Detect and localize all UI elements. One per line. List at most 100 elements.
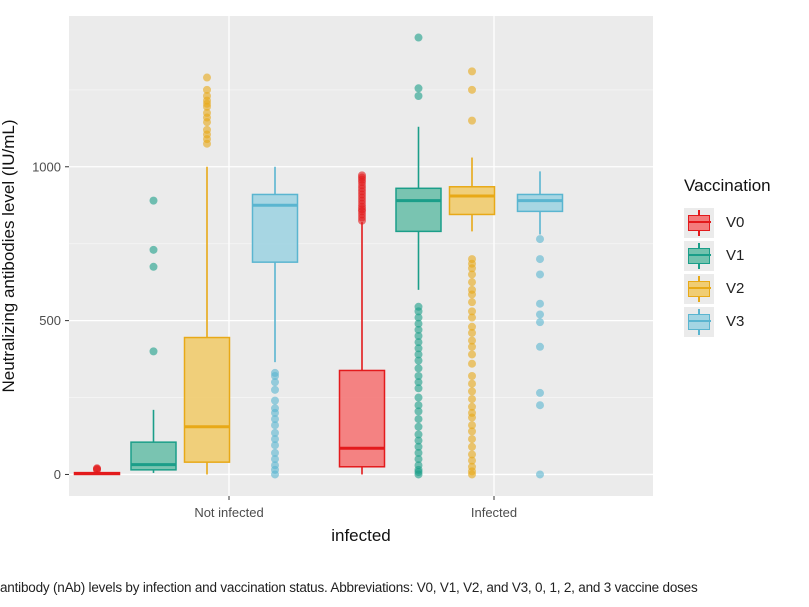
legend-key-box xyxy=(688,280,710,297)
outlier-point xyxy=(271,428,279,437)
outlier-point xyxy=(468,402,476,411)
legend-key-box xyxy=(688,313,710,330)
outlier-point xyxy=(468,408,476,417)
outlier-point xyxy=(414,332,423,340)
outlier-point xyxy=(468,336,476,345)
outlier-point xyxy=(468,450,476,459)
outlier-point xyxy=(271,404,279,413)
box-V0-0 xyxy=(73,464,121,476)
outlier-point xyxy=(271,421,279,430)
legend-key-median xyxy=(688,319,711,322)
legend-label: V1 xyxy=(726,247,745,264)
legend: Vaccination V0 V1 V2 V3 xyxy=(684,176,771,338)
outlier-point xyxy=(149,347,158,356)
outlier-point xyxy=(414,415,423,424)
outlier-point xyxy=(358,171,366,180)
legend-key-median xyxy=(688,286,711,289)
legend-key xyxy=(684,240,714,271)
outlier-point xyxy=(414,448,423,457)
box-body xyxy=(395,187,442,233)
outlier-point xyxy=(203,85,211,94)
outlier-point xyxy=(468,350,476,359)
box-body xyxy=(448,186,496,216)
outlier-point xyxy=(203,108,211,117)
outlier-point xyxy=(414,313,423,322)
outlier-point xyxy=(271,378,279,387)
legend-item-V1: V1 xyxy=(684,239,771,272)
y-tick-label: 1000 xyxy=(32,159,61,174)
figure-caption: antibody (nAb) levels by infection and v… xyxy=(0,580,698,595)
legend-label: V2 xyxy=(726,280,745,297)
outlier-point xyxy=(468,67,476,76)
y-axis: 0 500 1000 xyxy=(32,159,69,482)
outlier-point xyxy=(468,387,476,396)
outlier-point xyxy=(414,442,423,451)
outlier-point xyxy=(414,401,423,410)
outlier-point xyxy=(468,255,476,264)
legend-title: Vaccination xyxy=(684,176,771,195)
outlier-point xyxy=(536,318,544,327)
outlier-point xyxy=(149,196,158,205)
outlier-point xyxy=(414,92,423,100)
outlier-point xyxy=(468,421,476,430)
outlier-point xyxy=(468,462,476,471)
outlier-point xyxy=(414,393,423,402)
outlier-point xyxy=(271,441,279,450)
outlier-point xyxy=(203,92,211,100)
outlier-point xyxy=(468,359,476,368)
box-V2-1 xyxy=(448,67,496,479)
outlier-point xyxy=(414,344,423,353)
outlier-point xyxy=(414,461,423,470)
x-axis-title: infected xyxy=(331,526,391,545)
x-axis: Not infected Infected xyxy=(194,496,517,520)
outlier-point xyxy=(271,455,279,464)
outlier-point xyxy=(536,401,544,410)
box-V1-0 xyxy=(130,196,177,473)
legend-key xyxy=(684,306,714,337)
legend-items: V0 V1 V2 V3 xyxy=(684,206,771,338)
outlier-point xyxy=(414,436,423,445)
outlier-point xyxy=(536,470,544,479)
box-marks xyxy=(73,33,564,479)
legend-item-V3: V3 xyxy=(684,305,771,338)
boxplot-chart: 0 500 1000 Not infected Infected infected N… xyxy=(0,16,653,545)
outlier-point xyxy=(468,395,476,404)
legend-key-median xyxy=(688,253,711,256)
outlier-point xyxy=(203,125,211,134)
outlier-point xyxy=(414,319,423,328)
legend-key-box xyxy=(688,214,710,231)
outlier-point xyxy=(468,270,476,279)
box-V1-1 xyxy=(395,33,442,479)
outlier-point xyxy=(414,364,423,373)
outlier-point xyxy=(468,435,476,444)
legend-item-V2: V2 xyxy=(684,272,771,305)
outlier-point xyxy=(414,356,423,365)
outlier-point xyxy=(271,461,279,470)
box-body xyxy=(338,369,386,468)
outlier-point xyxy=(536,388,544,397)
outlier-point xyxy=(149,245,158,254)
legend-label: V0 xyxy=(726,214,745,231)
outlier-point xyxy=(271,415,279,424)
outlier-point xyxy=(414,84,423,93)
box-body xyxy=(516,193,564,213)
outlier-point xyxy=(468,307,476,316)
box-V3-1 xyxy=(516,171,564,479)
outlier-point xyxy=(468,342,476,351)
outlier-point xyxy=(468,313,476,322)
y-tick-label: 500 xyxy=(39,313,61,328)
outlier-point xyxy=(468,442,476,451)
outlier-point xyxy=(414,422,423,431)
outlier-point xyxy=(536,255,544,264)
outlier-point xyxy=(414,372,423,380)
outlier-point xyxy=(468,278,476,287)
x-tick-label: Not infected xyxy=(194,505,263,520)
outlier-point xyxy=(536,270,544,279)
outlier-point xyxy=(414,407,423,416)
outlier-point xyxy=(414,378,423,387)
outlier-point xyxy=(536,310,544,319)
outlier-point xyxy=(468,298,476,307)
outlier-point xyxy=(414,302,423,311)
outlier-point xyxy=(468,427,476,436)
box-body xyxy=(183,336,231,463)
